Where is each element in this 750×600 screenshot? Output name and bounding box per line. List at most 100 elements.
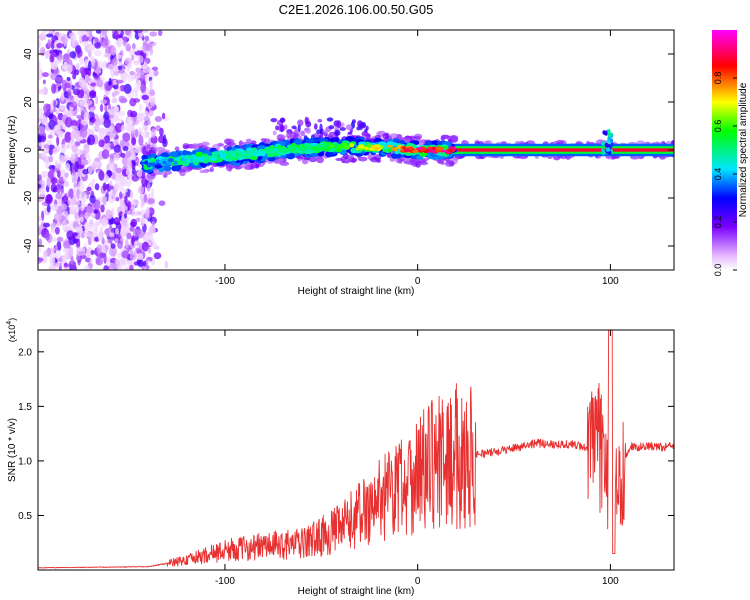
heatmap-cell: [222, 155, 226, 160]
heatmap-cell: [54, 59, 59, 68]
heatmap-cell: [63, 241, 71, 249]
heatmap-cell: [153, 252, 162, 260]
heatmap-cell: [74, 212, 79, 220]
colorbar-tick-label: 0.2: [713, 216, 723, 229]
heatmap-cell: [319, 123, 323, 132]
heatmap-cell: [41, 72, 49, 78]
heatmap-cell: [134, 129, 139, 138]
heatmap-cell: [328, 125, 335, 130]
heatmap-cell: [290, 132, 294, 138]
heatmap-cell: [147, 193, 151, 198]
heatmap-cell: [72, 176, 78, 184]
heatmap-cell: [69, 106, 74, 112]
heatmap-cell: [98, 139, 105, 148]
heatmap-cell: [100, 204, 105, 213]
heatmap-cell: [63, 62, 67, 70]
heatmap-cell: [96, 79, 104, 88]
heatmap-cell: [173, 164, 182, 172]
heatmap-cell: [113, 217, 121, 226]
heatmap-cell: [102, 30, 108, 37]
heatmap-cell: [38, 184, 42, 189]
heatmap-cell: [111, 160, 116, 172]
spectrogram-y-label: Frequency (Hz): [7, 116, 18, 185]
heatmap-cell: [134, 72, 141, 79]
heatmap-cell: [63, 136, 71, 143]
heatmap-cell: [63, 248, 70, 253]
colorbar-label: Normalized spectral amplitude: [738, 82, 749, 217]
heatmap-cell: [120, 188, 128, 194]
heatmap-cell: [135, 67, 142, 73]
spectrogram-x-tick-label: 0: [415, 276, 421, 287]
heatmap-cell: [83, 231, 91, 237]
heatmap-cell: [67, 246, 74, 258]
heatmap-cell: [294, 127, 298, 134]
heatmap-cell: [149, 47, 154, 56]
heatmap-cell: [101, 149, 110, 160]
heatmap-cell: [358, 156, 368, 162]
heatmap-cell: [114, 238, 119, 243]
heatmap-cell: [277, 135, 287, 139]
heatmap-cell: [151, 158, 157, 162]
heatmap-cell: [182, 144, 189, 150]
heatmap-cell: [142, 145, 147, 156]
heatmap-cell: [163, 117, 170, 122]
heatmap-cell: [601, 141, 605, 146]
heatmap-cell: [84, 153, 91, 159]
heatmap-cell: [248, 153, 253, 158]
heatmap-cell: [74, 201, 82, 206]
heatmap-cell: [142, 261, 147, 267]
heatmap-cell: [81, 159, 89, 166]
heatmap-cell: [96, 244, 102, 255]
heatmap-cell: [305, 120, 312, 128]
heatmap-cell: [82, 168, 90, 175]
heatmap-cell: [386, 144, 393, 148]
heatmap-cell: [137, 249, 143, 254]
heatmap-cell: [55, 76, 64, 83]
heatmap-cell: [110, 45, 116, 56]
heatmap-cell: [106, 83, 112, 91]
heatmap-cell: [109, 232, 115, 237]
heatmap-cell: [90, 82, 96, 87]
heatmap-cell: [108, 246, 117, 257]
heatmap-cell: [130, 212, 139, 217]
heatmap-cell: [121, 205, 128, 212]
heatmap-cell: [107, 185, 115, 190]
heatmap-cell: [119, 96, 127, 104]
heatmap-cell: [117, 240, 123, 250]
heatmap-cell: [127, 63, 132, 69]
heatmap-cell: [129, 70, 135, 76]
heatmap-cell: [250, 140, 257, 145]
heatmap-cell: [168, 158, 174, 163]
heatmap-cell: [46, 176, 51, 188]
heatmap-cell: [51, 83, 57, 94]
heatmap-cell: [83, 143, 90, 154]
heatmap-cell: [99, 225, 104, 232]
heatmap-cell: [78, 251, 85, 257]
snr-y-label: SNR (10 * v/v): [7, 418, 18, 482]
heatmap-cell: [125, 150, 132, 159]
heatmap-cell: [132, 228, 139, 238]
heatmap-cell: [94, 37, 99, 43]
heatmap-cell: [425, 140, 432, 146]
heatmap-cell: [98, 170, 105, 181]
heatmap-cell: [246, 147, 253, 152]
heatmap-cell: [191, 143, 199, 150]
heatmap-cell: [41, 171, 47, 179]
heatmap-cell: [84, 221, 90, 231]
heatmap-cell: [357, 145, 365, 149]
heatmap-cell: [38, 67, 42, 77]
heatmap-cell: [48, 144, 55, 150]
heatmap-cell: [138, 186, 145, 195]
heatmap-cell: [74, 161, 79, 173]
snr-y-axis: 0.5 1.0 1.5 2.0: [18, 347, 674, 522]
heatmap-cell: [114, 258, 119, 265]
heatmap-cell: [118, 118, 123, 124]
heatmap-cell: [86, 247, 94, 257]
heatmap-cell: [94, 42, 102, 49]
spectrogram-y-tick-label: 0: [23, 147, 34, 153]
heatmap-cell: [286, 152, 296, 160]
heatmap-cell: [109, 217, 115, 225]
heatmap-cell: [351, 119, 356, 124]
heatmap-cell: [149, 88, 155, 97]
heatmap-cell: [74, 152, 79, 162]
